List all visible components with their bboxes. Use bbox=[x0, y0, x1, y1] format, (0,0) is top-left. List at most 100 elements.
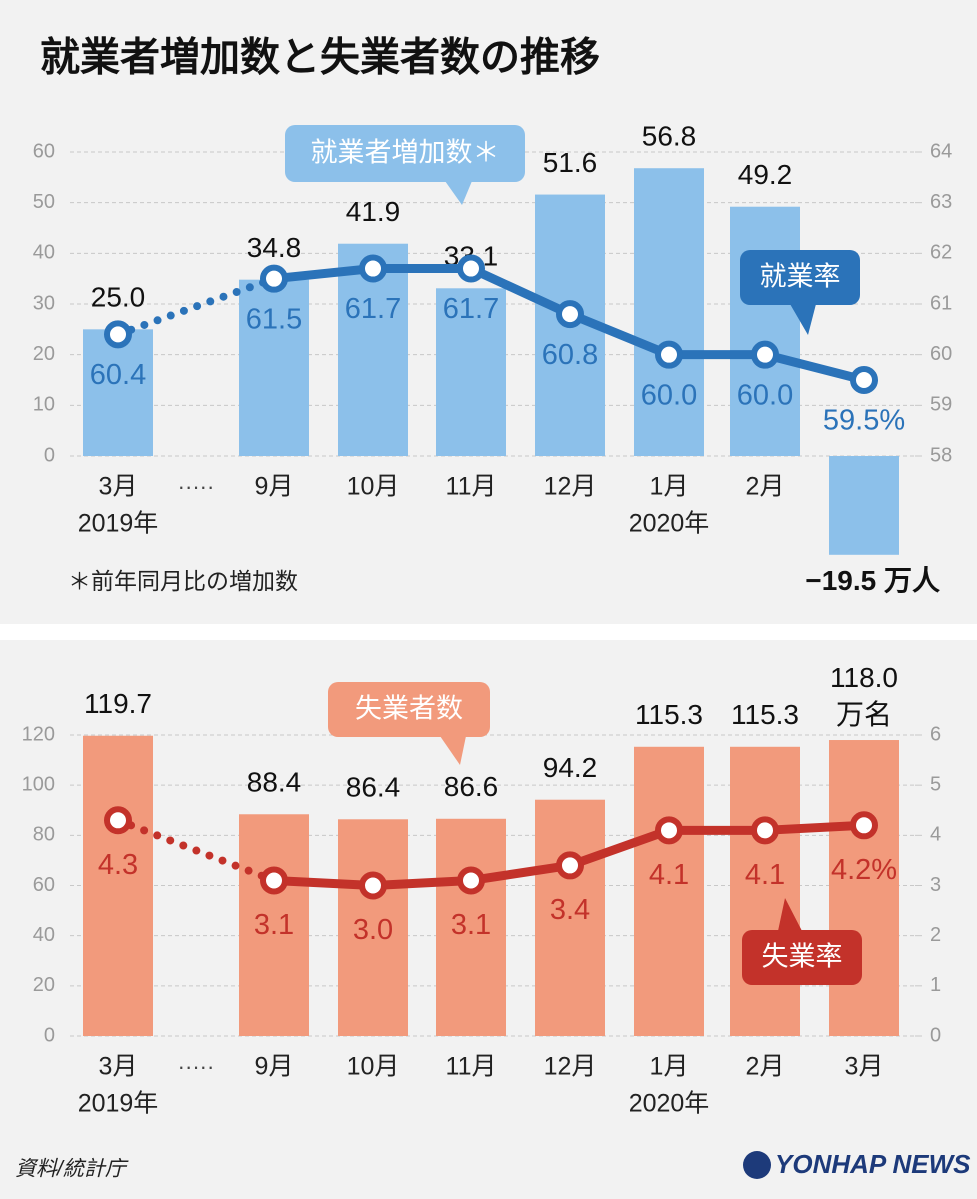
line-value-label: 4.1 bbox=[649, 859, 689, 891]
bar-value-label: 25.0 bbox=[91, 282, 146, 313]
y-tick-label: 40 bbox=[33, 924, 55, 946]
y-tick-label: 30 bbox=[33, 292, 55, 314]
line-marker bbox=[104, 806, 132, 835]
line-value-label: 59.5% bbox=[823, 405, 905, 437]
line-marker bbox=[556, 851, 584, 880]
bar-value-label: 94.2 bbox=[543, 752, 598, 783]
bar bbox=[829, 740, 899, 1036]
x-tick-label: 3月 bbox=[845, 1053, 884, 1081]
y-tick-label: 20 bbox=[33, 343, 55, 365]
bar-value-label: 88.4 bbox=[247, 767, 302, 798]
y-tick-label: 10 bbox=[33, 394, 55, 416]
line-connector bbox=[114, 274, 278, 339]
line-value-label: 3.1 bbox=[451, 909, 491, 941]
bar-value-label: 34.8 bbox=[247, 232, 302, 263]
bar bbox=[436, 818, 506, 1036]
x-tick-label: 3月 bbox=[99, 473, 138, 501]
y-tick-label: 20 bbox=[33, 974, 55, 996]
y2-tick-label: 2 bbox=[930, 924, 941, 946]
bar bbox=[338, 819, 408, 1036]
y-tick-label: 40 bbox=[33, 242, 55, 264]
bar-value-label: 115.3 bbox=[731, 699, 799, 730]
y2-tick-label: 4 bbox=[930, 824, 941, 846]
y-tick-label: 0 bbox=[44, 1024, 55, 1046]
legend-bubble-tip bbox=[445, 181, 472, 205]
line-value-label: 3.1 bbox=[254, 909, 294, 941]
x-tick-label: 2月 bbox=[746, 473, 785, 501]
x-sublabel: 2019年 bbox=[78, 1090, 159, 1118]
legend-bubble-tip bbox=[440, 736, 466, 765]
line-value-label: 61.5 bbox=[246, 303, 302, 335]
bar bbox=[436, 288, 506, 456]
y2-tick-label: 3 bbox=[930, 874, 941, 896]
x-tick-label: 12月 bbox=[544, 1053, 597, 1081]
x-sublabel: 2020年 bbox=[629, 1090, 710, 1118]
x-tick-label: 1月 bbox=[650, 473, 689, 501]
y-tick-label: 0 bbox=[44, 444, 55, 466]
y-tick-label: 60 bbox=[33, 140, 55, 162]
y2-tick-label: 60 bbox=[930, 343, 952, 365]
x-tick-label: 3月 bbox=[99, 1053, 138, 1081]
x-tick-label: 2月 bbox=[746, 1053, 785, 1081]
y2-tick-label: 1 bbox=[930, 974, 941, 996]
logo-icon bbox=[743, 1151, 771, 1179]
y2-tick-label: 63 bbox=[930, 191, 952, 213]
legend-label: 就業率 bbox=[760, 262, 841, 292]
legend-bubble bbox=[740, 250, 860, 305]
line-value-label: 3.4 bbox=[550, 894, 590, 926]
x-sublabel: 2019年 bbox=[78, 510, 159, 538]
page-title: 就業者増加数と失業者数の推移 bbox=[40, 36, 600, 80]
y2-tick-label: 61 bbox=[930, 292, 952, 314]
line-marker bbox=[104, 320, 132, 349]
line-value-label: 3.0 bbox=[353, 914, 393, 946]
legend-label: 失業率 bbox=[762, 942, 843, 972]
y-tick-label: 60 bbox=[33, 874, 55, 896]
line-connector bbox=[114, 816, 278, 885]
bar bbox=[730, 746, 800, 1036]
line-marker bbox=[457, 254, 485, 283]
y2-tick-label: 6 bbox=[930, 723, 941, 745]
y-tick-label: 100 bbox=[22, 773, 55, 795]
legend-bubble bbox=[285, 125, 525, 182]
line-marker bbox=[655, 340, 683, 369]
x-tick-label: 10月 bbox=[347, 1053, 400, 1081]
line-marker bbox=[359, 871, 387, 900]
source: 資料/統計庁 bbox=[15, 1158, 129, 1181]
gap-label: ····· bbox=[178, 474, 215, 499]
line-value-label: 60.8 bbox=[542, 339, 598, 371]
x-tick-label: 12月 bbox=[544, 473, 597, 501]
legend-label: 失業者数 bbox=[355, 694, 463, 724]
line-marker bbox=[850, 366, 878, 394]
x-tick-label: 9月 bbox=[255, 1053, 294, 1081]
line-marker bbox=[751, 816, 779, 845]
line-marker bbox=[260, 264, 288, 293]
legend-bubble-tip bbox=[790, 304, 816, 335]
bar bbox=[239, 814, 309, 1036]
y-tick-label: 120 bbox=[22, 723, 55, 745]
line-value-label: 4.1 bbox=[745, 859, 785, 891]
bar bbox=[829, 456, 899, 555]
y2-tick-label: 0 bbox=[930, 1024, 941, 1046]
logo: YONHAP NEWS bbox=[775, 1149, 971, 1179]
x-tick-label: 9月 bbox=[255, 473, 294, 501]
line-value-label: 4.3 bbox=[98, 849, 138, 881]
x-tick-label: 1月 bbox=[650, 1053, 689, 1081]
bar bbox=[634, 168, 704, 457]
line-marker bbox=[260, 866, 288, 895]
note: ＊前年同月比の増加数 bbox=[68, 568, 298, 594]
bar-value-label: 49.2 bbox=[738, 159, 793, 190]
y2-tick-label: 59 bbox=[930, 394, 952, 416]
y2-tick-label: 58 bbox=[930, 444, 952, 466]
bar bbox=[239, 279, 309, 456]
line-marker bbox=[751, 340, 779, 369]
y2-tick-label: 64 bbox=[930, 140, 952, 162]
y2-tick-label: 5 bbox=[930, 773, 941, 795]
bar-value-label: 86.4 bbox=[346, 772, 401, 803]
y-tick-label: 50 bbox=[33, 191, 55, 213]
line-value-label: 61.7 bbox=[443, 293, 499, 325]
bar bbox=[535, 799, 605, 1036]
bar-value-label: 56.8 bbox=[642, 121, 697, 152]
bar bbox=[83, 329, 153, 456]
